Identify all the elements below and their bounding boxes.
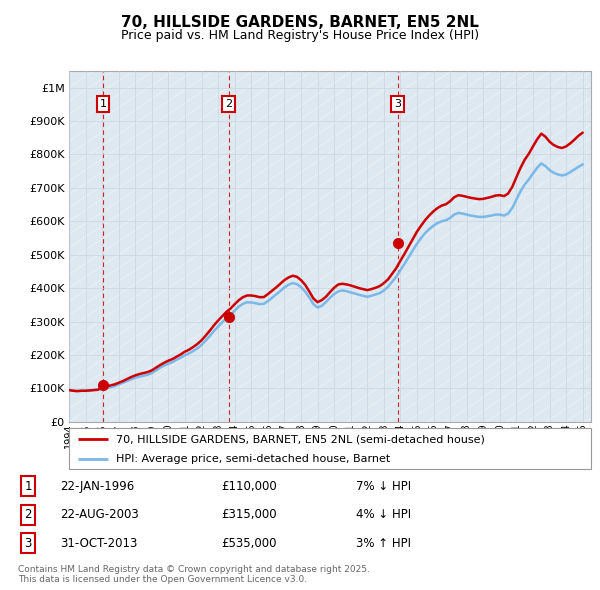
Text: Price paid vs. HM Land Registry's House Price Index (HPI): Price paid vs. HM Land Registry's House … (121, 30, 479, 42)
Text: 2: 2 (25, 508, 32, 522)
Text: Contains HM Land Registry data © Crown copyright and database right 2025.
This d: Contains HM Land Registry data © Crown c… (18, 565, 370, 584)
Text: £110,000: £110,000 (221, 480, 277, 493)
Text: 22-JAN-1996: 22-JAN-1996 (60, 480, 134, 493)
Text: £535,000: £535,000 (221, 537, 277, 550)
Text: 1: 1 (25, 480, 32, 493)
Text: 2: 2 (225, 99, 232, 109)
Text: HPI: Average price, semi-detached house, Barnet: HPI: Average price, semi-detached house,… (116, 454, 390, 464)
Text: 4% ↓ HPI: 4% ↓ HPI (356, 508, 412, 522)
FancyBboxPatch shape (69, 428, 591, 469)
Text: 70, HILLSIDE GARDENS, BARNET, EN5 2NL: 70, HILLSIDE GARDENS, BARNET, EN5 2NL (121, 15, 479, 30)
Text: 3: 3 (25, 537, 32, 550)
Text: 7% ↓ HPI: 7% ↓ HPI (356, 480, 412, 493)
Text: 1: 1 (100, 99, 107, 109)
Text: £315,000: £315,000 (221, 508, 277, 522)
Text: 3% ↑ HPI: 3% ↑ HPI (356, 537, 412, 550)
Text: 3: 3 (394, 99, 401, 109)
Text: 22-AUG-2003: 22-AUG-2003 (60, 508, 139, 522)
Text: 31-OCT-2013: 31-OCT-2013 (60, 537, 137, 550)
Text: 70, HILLSIDE GARDENS, BARNET, EN5 2NL (semi-detached house): 70, HILLSIDE GARDENS, BARNET, EN5 2NL (s… (116, 434, 485, 444)
